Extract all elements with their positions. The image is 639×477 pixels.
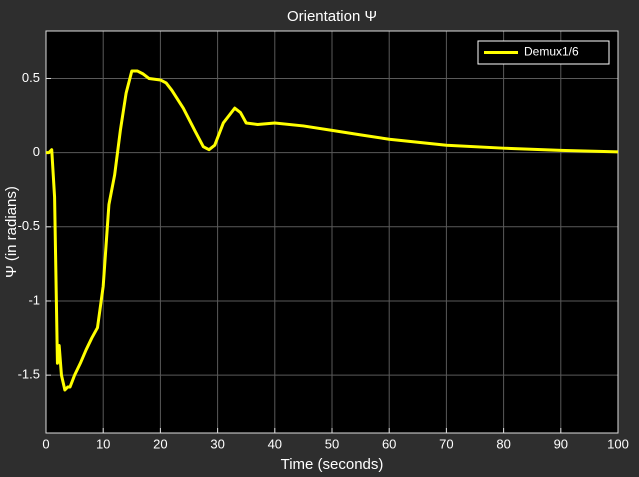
x-tick-label: 70: [439, 436, 453, 451]
x-tick-label: 30: [210, 436, 224, 451]
x-tick-label: 90: [554, 436, 568, 451]
x-tick-label: 20: [153, 436, 167, 451]
y-tick-label: -1: [28, 292, 40, 307]
data-line: [46, 69, 619, 392]
axes-box: [45, 30, 619, 434]
y-tick-label: 0: [33, 144, 40, 159]
x-tick-label: 0: [42, 436, 49, 451]
x-tick-label: 60: [382, 436, 396, 451]
x-tick-label: 100: [607, 436, 629, 451]
y-axis-label: Ψ (in radians): [3, 186, 20, 278]
y-tick-label: 0.5: [22, 70, 40, 85]
y-tick-label: -0.5: [18, 218, 40, 233]
x-axis-label: Time (seconds): [281, 456, 384, 473]
y-tick-label: -1.5: [18, 367, 40, 382]
legend-box: [477, 40, 610, 65]
x-tick-label: 50: [325, 436, 339, 451]
legend-label: Demux1/6: [524, 45, 579, 59]
x-tick-label: 10: [96, 436, 110, 451]
x-tick-label: 80: [496, 436, 510, 451]
chart-title: Orientation Ψ: [287, 8, 377, 25]
x-tick-label: 40: [268, 436, 282, 451]
